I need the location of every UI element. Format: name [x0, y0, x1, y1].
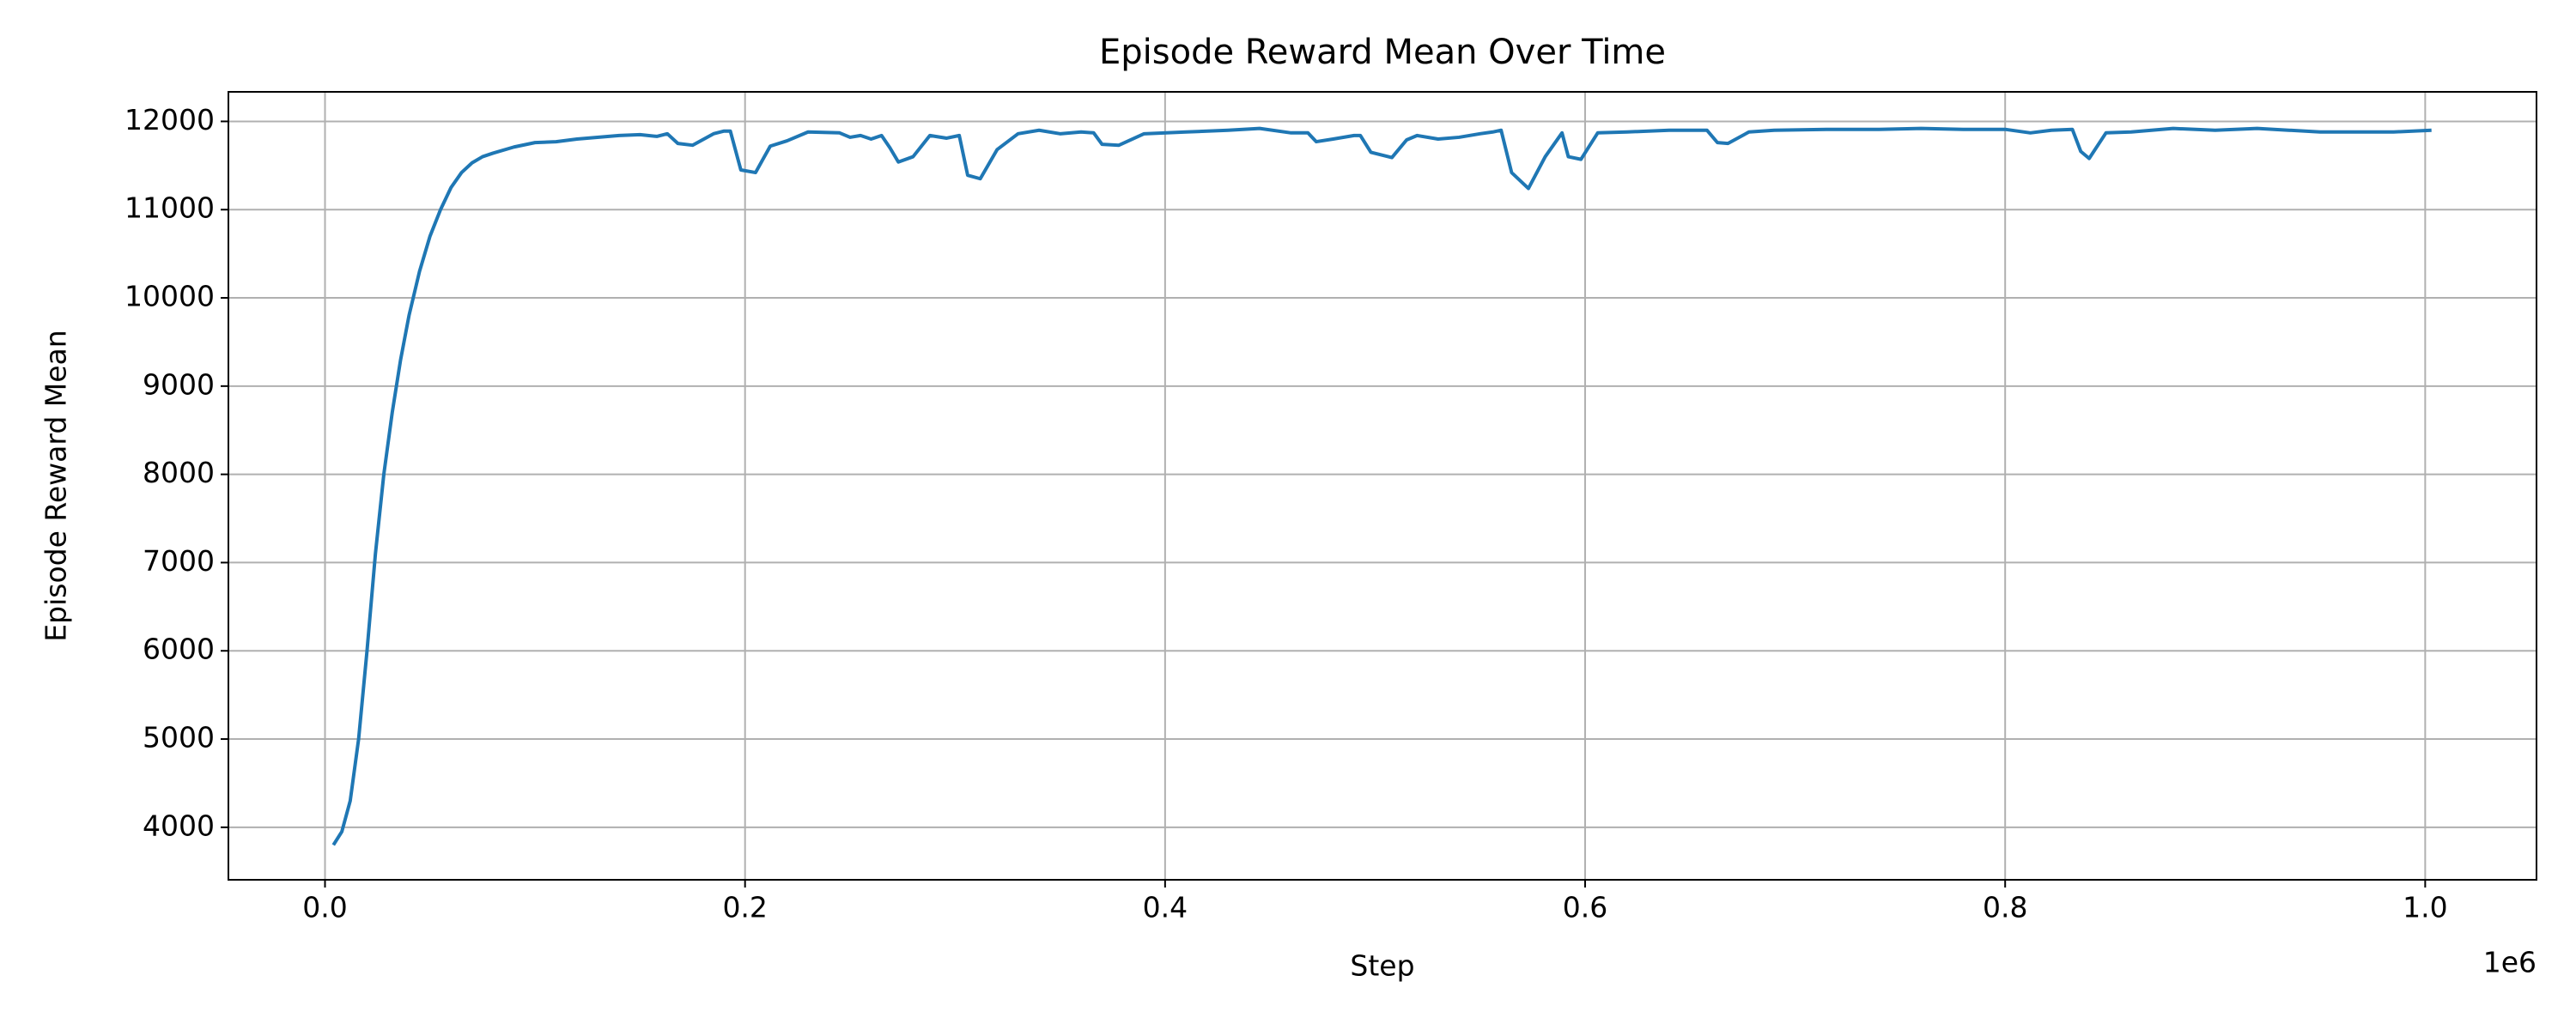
y-tick-label: 9000 — [143, 367, 215, 401]
x-tick-label: 1.0 — [2403, 891, 2447, 924]
x-tick-label: 0.4 — [1143, 891, 1188, 924]
x-tick-label: 0.0 — [302, 891, 347, 924]
y-tick-label: 11000 — [125, 191, 215, 225]
y-tick-label: 4000 — [143, 809, 215, 842]
y-axis-label: Episode Reward Mean — [39, 330, 73, 641]
x-axis-label: Step — [1350, 949, 1414, 983]
y-tick-label: 10000 — [125, 280, 215, 313]
x-tick-label: 0.8 — [1983, 891, 2027, 924]
chart-title: Episode Reward Mean Over Time — [1099, 33, 1666, 72]
data-line — [331, 126, 2432, 846]
plot-frame — [228, 91, 2537, 881]
x-tick-label: 0.2 — [722, 891, 767, 924]
x-tick-label: 0.6 — [1563, 891, 1607, 924]
y-tick-label: 7000 — [143, 544, 215, 578]
y-tick-label: 8000 — [143, 456, 215, 489]
y-tick-label: 12000 — [125, 103, 215, 136]
y-tick-label: 6000 — [143, 633, 215, 666]
y-tick-label: 5000 — [143, 721, 215, 754]
x-offset-label: 1e6 — [2483, 946, 2537, 979]
